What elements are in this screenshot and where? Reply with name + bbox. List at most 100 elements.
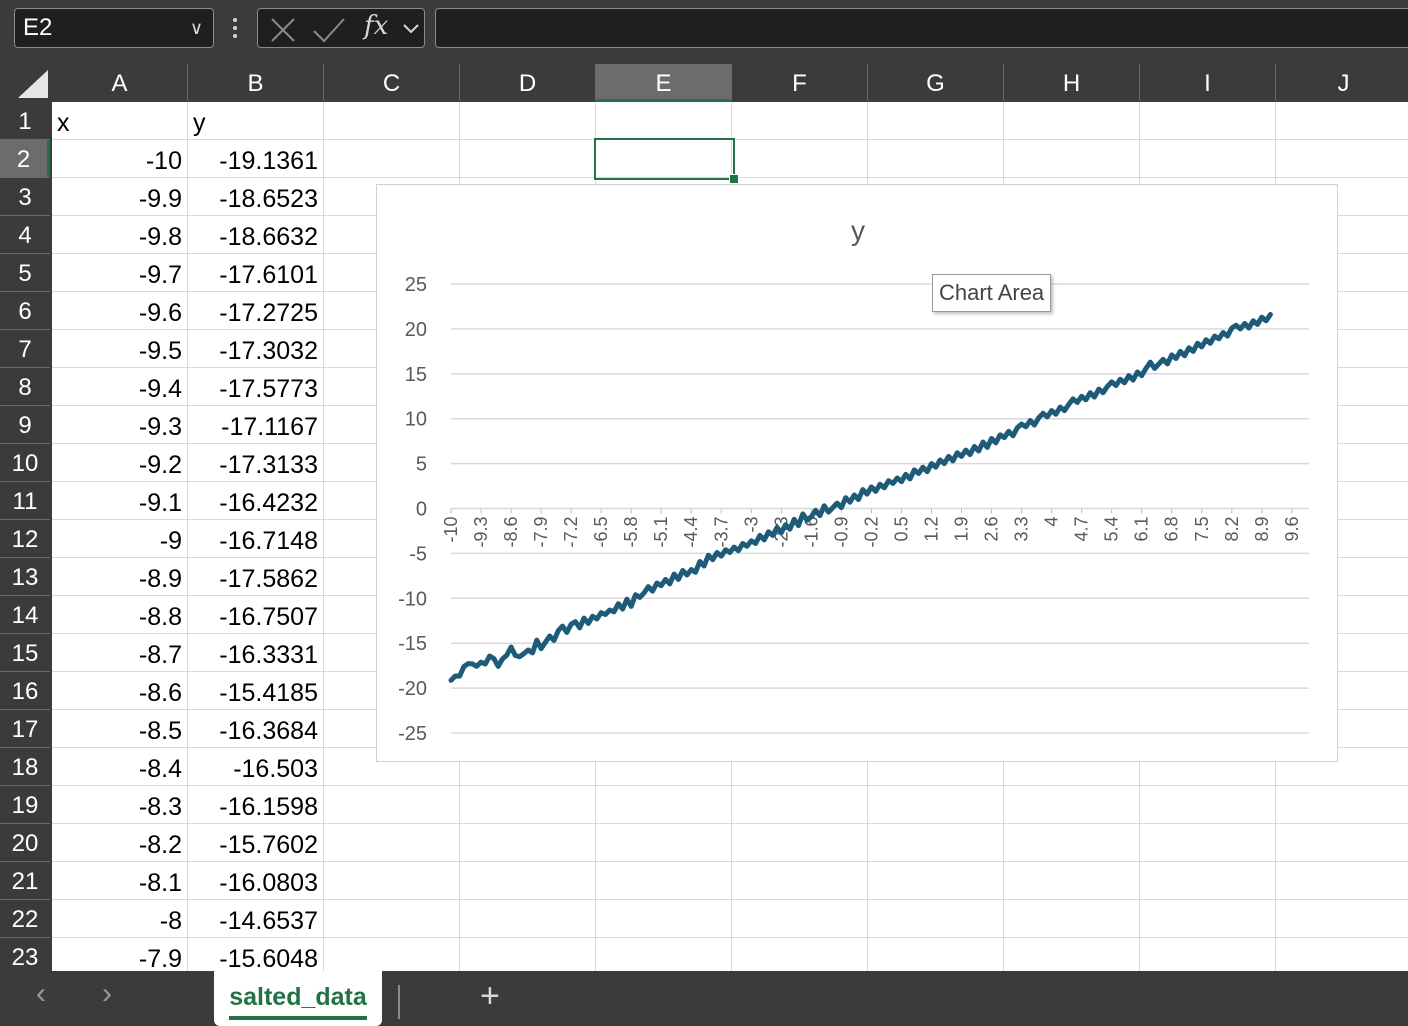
cell-b[interactable]: -16.4232 — [219, 489, 318, 517]
column-header-e[interactable]: E — [596, 64, 732, 102]
row-header[interactable]: 10 — [0, 444, 50, 482]
cell-b[interactable]: -16.0803 — [219, 869, 318, 897]
cell-b[interactable]: -15.7602 — [219, 831, 318, 859]
cell-a[interactable]: -9.1 — [138, 489, 182, 517]
sheet-tab-salted-data[interactable]: salted_data — [214, 971, 382, 1026]
cell-a[interactable]: -9.8 — [138, 223, 182, 251]
cell-a[interactable]: -9.5 — [138, 337, 182, 365]
row-header[interactable]: 5 — [0, 254, 50, 292]
chart-area[interactable]: y -25 -20 -15 -10 -5 0 5 10 15 20 25 -10 -9.3 -8.6 -7.9… — [376, 184, 1338, 762]
cell-b[interactable]: -19.1361 — [219, 147, 318, 175]
cell-b[interactable]: -15.4185 — [219, 679, 318, 707]
x-tick-label: 5.4 — [1102, 517, 1122, 542]
cell-b[interactable]: -16.1598 — [219, 793, 318, 821]
formula-input[interactable] — [435, 8, 1408, 48]
row-header[interactable]: 21 — [0, 862, 50, 900]
cell-b[interactable]: -16.503 — [233, 755, 318, 783]
row-header[interactable]: 9 — [0, 406, 50, 444]
cell-b[interactable]: -17.5862 — [219, 565, 318, 593]
cell-b[interactable]: -14.6537 — [219, 907, 318, 935]
row-header[interactable]: 18 — [0, 748, 50, 786]
cell-a[interactable]: -8.6 — [138, 679, 182, 707]
row-header[interactable]: 16 — [0, 672, 50, 710]
cell-a[interactable]: -8 — [159, 907, 182, 935]
row-header[interactable]: 2 — [0, 140, 50, 178]
add-sheet-icon[interactable]: + — [480, 977, 500, 1015]
column-header-h[interactable]: H — [1004, 64, 1140, 101]
cell-a[interactable]: -7.9 — [138, 945, 182, 973]
cell-b1[interactable]: y — [193, 109, 206, 137]
cell-b[interactable]: -17.6101 — [219, 261, 318, 289]
cell-a[interactable]: -8.5 — [138, 717, 182, 745]
row-header[interactable]: 17 — [0, 710, 50, 748]
row-header[interactable]: 4 — [0, 216, 50, 254]
column-header-j[interactable]: J — [1276, 64, 1408, 101]
more-options-icon[interactable] — [227, 14, 243, 42]
column-header-c[interactable]: C — [324, 64, 460, 101]
cell-b[interactable]: -16.7148 — [219, 527, 318, 555]
row-header[interactable]: 13 — [0, 558, 50, 596]
active-cell-e2[interactable] — [594, 138, 735, 180]
cell-b[interactable]: -17.2725 — [219, 299, 318, 327]
cell-b[interactable]: -17.5773 — [219, 375, 318, 403]
cell-a[interactable]: -8.7 — [138, 641, 182, 669]
cell-a1[interactable]: x — [57, 109, 70, 137]
row-header[interactable]: 19 — [0, 786, 50, 824]
x-tick-label: 3.3 — [1012, 517, 1032, 542]
column-header-a[interactable]: A — [52, 64, 188, 101]
cell-a[interactable]: -9.2 — [138, 451, 182, 479]
row-header[interactable]: 12 — [0, 520, 50, 558]
insert-function-icon[interactable]: fx — [364, 11, 389, 41]
chevron-down-icon[interactable]: ∨ — [189, 18, 203, 38]
row-header[interactable]: 1 — [0, 102, 50, 140]
row-header[interactable]: 11 — [0, 482, 50, 520]
cell-a[interactable]: -9.7 — [138, 261, 182, 289]
cell-b[interactable]: -17.3133 — [219, 451, 318, 479]
cell-b[interactable]: -16.3684 — [219, 717, 318, 745]
row-header[interactable]: 7 — [0, 330, 50, 368]
x-tick-label: -7.2 — [561, 517, 581, 548]
column-header-i[interactable]: I — [1140, 64, 1276, 101]
cell-a[interactable]: -10 — [145, 147, 182, 175]
row-header[interactable]: 3 — [0, 178, 50, 216]
cell-a[interactable]: -8.2 — [138, 831, 182, 859]
cell-a[interactable]: -9 — [159, 527, 182, 555]
fx-chevron-icon[interactable] — [403, 24, 419, 34]
cell-a[interactable]: -8.8 — [138, 603, 182, 631]
x-tick-label: 6.1 — [1132, 517, 1152, 542]
chevron-right-icon[interactable]: › — [102, 977, 112, 1010]
row-header[interactable]: 20 — [0, 824, 50, 862]
enter-icon[interactable] — [313, 18, 345, 43]
column-header-f[interactable]: F — [732, 64, 868, 101]
y-tick-label: -15 — [398, 633, 427, 655]
row-header[interactable]: 8 — [0, 368, 50, 406]
cell-b[interactable]: -18.6632 — [219, 223, 318, 251]
chevron-left-icon[interactable]: ‹ — [36, 977, 46, 1010]
fill-handle[interactable] — [729, 174, 739, 184]
cell-b[interactable]: -16.3331 — [219, 641, 318, 669]
column-header-d[interactable]: D — [460, 64, 596, 101]
cell-a[interactable]: -9.6 — [138, 299, 182, 327]
row-header[interactable]: 22 — [0, 900, 50, 938]
cancel-icon[interactable] — [271, 18, 295, 42]
cell-a[interactable]: -9.9 — [138, 185, 182, 213]
cell-a[interactable]: -9.3 — [138, 413, 182, 441]
cell-b[interactable]: -15.6048 — [219, 945, 318, 973]
cell-b[interactable]: -18.6523 — [219, 185, 318, 213]
row-header[interactable]: 14 — [0, 596, 50, 634]
column-header-g[interactable]: G — [868, 64, 1004, 101]
name-box[interactable]: E2 ∨ — [14, 8, 214, 48]
cell-b[interactable]: -16.7507 — [219, 603, 318, 631]
cell-a[interactable]: -8.3 — [138, 793, 182, 821]
formula-tools: fx — [257, 8, 425, 48]
column-header-b[interactable]: B — [188, 64, 324, 101]
cell-a[interactable]: -8.9 — [138, 565, 182, 593]
select-all-button[interactable] — [0, 64, 52, 102]
cell-a[interactable]: -9.4 — [138, 375, 182, 403]
row-header[interactable]: 6 — [0, 292, 50, 330]
cell-a[interactable]: -8.1 — [138, 869, 182, 897]
cell-a[interactable]: -8.4 — [138, 755, 182, 783]
cell-b[interactable]: -17.1167 — [221, 413, 318, 441]
cell-b[interactable]: -17.3032 — [219, 337, 318, 365]
row-header[interactable]: 15 — [0, 634, 50, 672]
